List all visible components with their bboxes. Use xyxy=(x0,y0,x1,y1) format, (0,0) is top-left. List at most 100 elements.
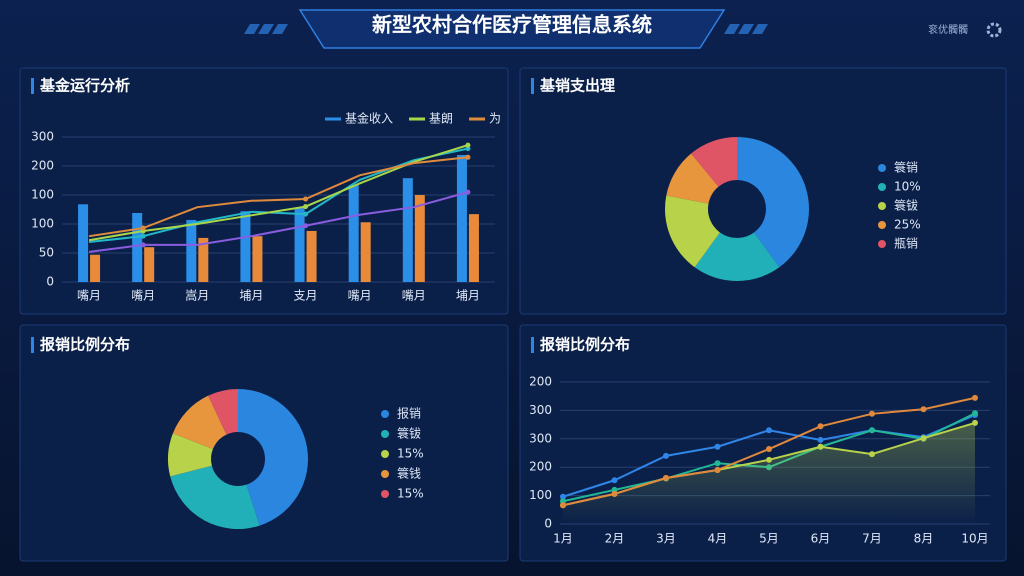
slice xyxy=(208,389,238,435)
point xyxy=(972,410,978,417)
chart-title: 报销比例分布 xyxy=(40,336,130,354)
point xyxy=(869,427,875,434)
x-tick-label: 5月 xyxy=(759,532,779,546)
legend-label: 簑钱 xyxy=(397,466,421,481)
slice xyxy=(666,153,719,204)
point xyxy=(303,196,309,202)
x-tick-label: 支月 xyxy=(294,289,318,303)
legend-label: 15% xyxy=(397,447,424,461)
line xyxy=(88,156,469,238)
y-tick-label: 0 xyxy=(46,275,54,289)
point xyxy=(663,474,669,481)
point xyxy=(140,233,146,239)
x-tick-label: 嘴月 xyxy=(131,289,155,303)
bar xyxy=(144,247,155,282)
point xyxy=(920,435,927,442)
legend-label: 基金收入 xyxy=(345,111,393,126)
legend-swatch xyxy=(878,240,886,248)
y-tick-label: 300 xyxy=(529,431,552,445)
bar xyxy=(306,230,317,282)
point xyxy=(817,423,824,430)
y-tick-label: 200 xyxy=(529,460,552,474)
point xyxy=(869,451,875,458)
bar xyxy=(90,254,101,282)
slice xyxy=(238,389,309,526)
bar xyxy=(456,154,467,282)
legend-label: 15% xyxy=(397,487,424,501)
x-tick-label: 4月 xyxy=(708,532,728,546)
legend-swatch xyxy=(381,410,389,418)
bar xyxy=(468,214,479,282)
bar xyxy=(186,219,197,282)
x-tick-label: 嘴月 xyxy=(77,289,101,303)
line xyxy=(88,191,469,253)
point xyxy=(817,443,824,450)
x-tick-label: 7月 xyxy=(862,532,882,546)
legend-swatch xyxy=(381,490,389,498)
legend-label: 簑钹 xyxy=(894,199,918,213)
bar xyxy=(360,222,371,282)
slice xyxy=(172,395,227,450)
slice xyxy=(737,137,810,268)
bar xyxy=(348,185,359,282)
point xyxy=(303,211,309,217)
x-tick-label: 3月 xyxy=(656,532,676,546)
chart-title: 报销比例分布 xyxy=(540,336,630,354)
legend-swatch xyxy=(381,450,389,458)
settings-icon[interactable] xyxy=(986,22,1002,38)
slice xyxy=(170,465,260,529)
point xyxy=(303,204,309,210)
title-bars xyxy=(31,78,534,353)
bar xyxy=(252,236,263,282)
point xyxy=(465,146,471,152)
bar xyxy=(294,207,305,282)
bar xyxy=(402,178,413,282)
point xyxy=(766,446,772,453)
x-tick-label: 1月 xyxy=(553,532,573,546)
point xyxy=(714,460,721,467)
legend-swatch xyxy=(878,183,886,191)
legend-label: 为 xyxy=(489,112,501,126)
x-tick-label: 埔月 xyxy=(239,289,263,303)
x-tick-label: 10月 xyxy=(961,532,988,546)
point xyxy=(766,427,772,434)
y-tick-label: 0 xyxy=(544,517,552,531)
y-tick-label: 50 xyxy=(39,246,54,260)
point xyxy=(972,419,978,426)
line xyxy=(88,147,469,243)
bar xyxy=(132,212,143,282)
legend-label: 报销 xyxy=(397,406,421,421)
slice xyxy=(665,195,720,268)
slice xyxy=(694,232,780,282)
y-tick-label: 200 xyxy=(31,159,54,173)
legend-swatch xyxy=(381,470,389,478)
y-tick-label: 100 xyxy=(31,188,54,202)
y-tick-label: 200 xyxy=(529,375,552,389)
x-tick-label: 6月 xyxy=(811,532,831,546)
legend-swatch xyxy=(878,164,886,172)
slice xyxy=(168,433,213,477)
point xyxy=(465,142,471,148)
legend-label: 瓶销 xyxy=(894,237,918,251)
chart-title: 基销支出理 xyxy=(539,77,615,95)
point xyxy=(766,456,772,463)
point xyxy=(465,154,471,160)
header-tools[interactable]: 衮优髑髑 xyxy=(928,23,968,36)
bar xyxy=(78,204,89,282)
point xyxy=(920,406,927,413)
point xyxy=(465,189,471,195)
x-tick-label: 8月 xyxy=(914,532,934,546)
legend-label: 簑销 xyxy=(894,161,918,175)
point xyxy=(560,493,566,500)
bar xyxy=(198,237,209,282)
slice xyxy=(691,137,737,187)
legend-label: 基朗 xyxy=(429,112,453,126)
x-tick-label: 嘴月 xyxy=(348,289,372,303)
legend-label: 25% xyxy=(894,218,921,232)
bar xyxy=(240,211,251,282)
point xyxy=(560,502,566,509)
point xyxy=(140,225,146,231)
header-title: 新型农村合作医疗管理信息系统 xyxy=(372,13,652,37)
point xyxy=(663,452,669,459)
